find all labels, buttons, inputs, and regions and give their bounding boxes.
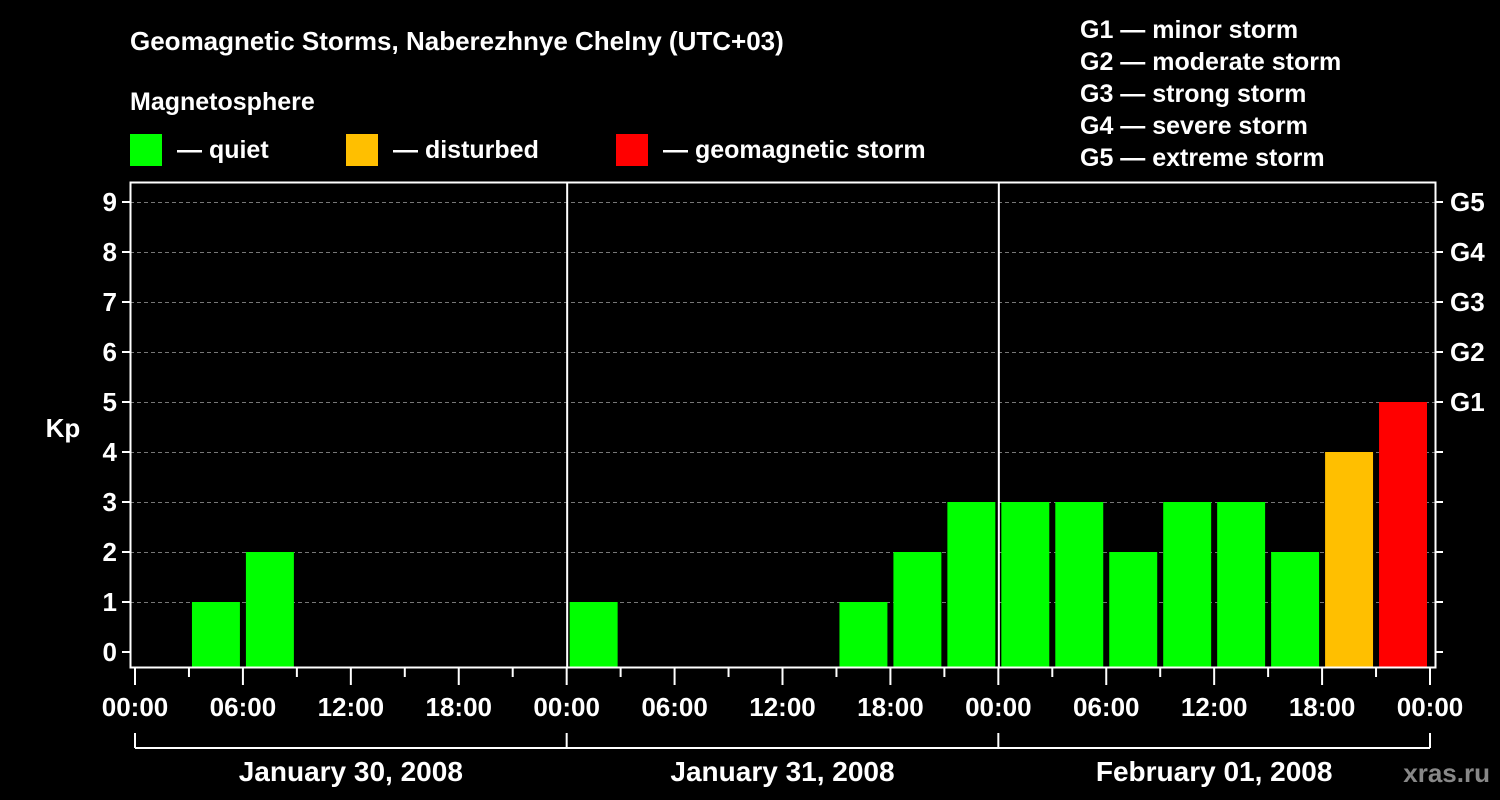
y-tick-label: 9 [103,187,117,217]
kp-bar [947,502,996,667]
y-tick-label: 6 [103,337,117,367]
x-tick-label: 06:00 [210,692,277,722]
g-scale-label: G3 [1450,287,1485,317]
kp-bar [839,602,888,667]
y-tick-label: 4 [103,437,118,467]
x-tick-label: 00:00 [102,692,169,722]
kp-bar [1379,402,1427,667]
kp-bar [191,602,240,667]
x-tick-label: 00:00 [965,692,1032,722]
kp-bar [1055,502,1104,667]
kp-bar [569,602,618,667]
kp-bar [893,552,942,667]
x-tick-label: 12:00 [1181,692,1248,722]
legend-label: — quiet [177,136,269,164]
storm-scale-entry: G3 — strong storm [1080,80,1306,108]
x-tick-label: 18:00 [426,692,493,722]
x-tick-label: 18:00 [857,692,924,722]
y-tick-label: 0 [103,637,117,667]
plot-area: 0 1 2 3 4 5 6 7 8 9 G1 G2 G3 G4 G5 00:00 06:00 12:00 18:00… [102,181,1485,787]
y-tick-label: 8 [103,237,117,267]
kp-bar [1163,502,1212,667]
g-scale-label: G1 [1450,387,1485,417]
y-tick-label: 1 [103,587,117,617]
x-tick-label: 18:00 [1289,692,1356,722]
g-scale-label: G5 [1450,187,1485,217]
g-scale-label: G4 [1450,237,1485,267]
x-tick-label: 12:00 [749,692,816,722]
kp-bar [245,552,294,667]
kp-bar [1325,452,1374,667]
kp-bar [1109,552,1158,667]
kp-bar [1217,502,1266,667]
x-tick-label: 00:00 [533,692,600,722]
x-tick-label: 00:00 [1397,692,1464,722]
kp-bar [1271,552,1320,667]
storm-scale-legend: G1 — minor storm G2 — moderate storm G3 — … [1080,16,1341,172]
kp-bar [1001,502,1050,667]
y-tick-label: 3 [103,487,117,517]
y-tick-label: 5 [103,387,117,417]
legend-label: — disturbed [393,136,539,164]
y-tick-label: 2 [103,537,117,567]
x-tick-label: 06:00 [641,692,708,722]
y-tick-label: 7 [103,287,117,317]
legend-label: — geomagnetic storm [663,136,926,164]
x-tick-label: 12:00 [318,692,385,722]
legend-swatch [130,134,162,166]
x-tick-label: 06:00 [1073,692,1140,722]
storm-scale-entry: G1 — minor storm [1080,16,1298,44]
day-label: February 01, 2008 [1096,756,1333,787]
day-label: January 30, 2008 [239,756,463,787]
chart-title: Geomagnetic Storms, Naberezhnye Chelny (… [130,26,784,56]
legend-swatch [616,134,648,166]
watermark: xras.ru [1403,758,1490,788]
legend-heading: Magnetosphere [130,88,315,116]
storm-scale-entry: G4 — severe storm [1080,112,1308,140]
legend: — quiet — disturbed — geomagnetic storm [130,134,926,166]
day-label: January 31, 2008 [670,756,894,787]
y-axis-label: Kp [46,413,81,443]
legend-swatch [346,134,378,166]
g-scale-label: G2 [1450,337,1485,367]
storm-scale-entry: G2 — moderate storm [1080,48,1341,76]
storm-scale-entry: G5 — extreme storm [1080,144,1325,172]
